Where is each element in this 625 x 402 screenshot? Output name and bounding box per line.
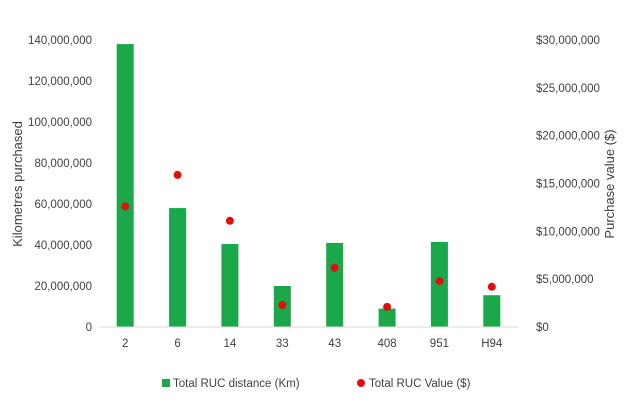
point-33 [278, 301, 287, 309]
bars-layer [116, 44, 501, 327]
y2-tick-label: $0 [536, 322, 549, 334]
point-2 [121, 202, 130, 211]
y2-tick-label: $25,000,000 [536, 83, 600, 95]
y-tick-label: 80,000,000 [34, 158, 92, 170]
point-14 [225, 216, 234, 225]
bar-2 [116, 44, 134, 327]
legend-swatch-bar [162, 379, 170, 387]
legend-swatch-point [357, 379, 365, 387]
legend: Total RUC distance (Km) Total RUC Value … [162, 378, 471, 390]
bar-H94 [483, 295, 501, 327]
y-tick-label: 100,000,000 [28, 117, 92, 129]
x-tick-label: 951 [430, 338, 449, 350]
y2-tick-label: $10,000,000 [536, 226, 600, 238]
legend-label-point: Total RUC Value ($) [369, 378, 471, 390]
point-408 [383, 302, 392, 311]
point-43 [330, 263, 339, 272]
x-tick-label: 14 [224, 338, 237, 350]
point-6 [173, 170, 182, 179]
bar-6 [169, 208, 187, 327]
y2-tick-label: $5,000,000 [536, 274, 594, 286]
y-axis-left-title: Kilometres purchased [10, 121, 25, 247]
x-tick-label: 6 [174, 338, 180, 350]
bar-14 [221, 244, 239, 327]
y2-tick-label: $15,000,000 [536, 179, 600, 191]
x-tick-label: 33 [276, 338, 289, 350]
x-tick-label: 43 [328, 338, 341, 350]
x-tick-label: 408 [378, 338, 397, 350]
point-951 [435, 277, 444, 286]
y-tick-label: 0 [86, 322, 92, 334]
y-tick-label: 40,000,000 [34, 240, 92, 252]
x-axis-ticks: 2 6 14 33 43 408 951 H94 [122, 338, 503, 350]
x-tick-label: 2 [122, 338, 128, 350]
x-tick-label: H94 [481, 338, 503, 350]
points-layer [121, 170, 496, 311]
y-tick-label: 140,000,000 [28, 35, 92, 47]
y-axis-right-title: Purchase value ($) [602, 129, 617, 238]
y2-tick-label: $30,000,000 [536, 35, 600, 47]
legend-label-bar: Total RUC distance (Km) [173, 378, 300, 390]
point-H94 [487, 282, 496, 291]
y-tick-label: 60,000,000 [34, 199, 92, 211]
y-tick-label: 20,000,000 [34, 281, 92, 293]
y-tick-label: 120,000,000 [28, 76, 92, 88]
y2-tick-label: $20,000,000 [536, 131, 600, 143]
bar-408 [378, 308, 396, 327]
y-axis-right-ticks: $0 $5,000,000 $10,000,000 $15,000,000 $20,00… [536, 35, 600, 334]
y-axis-left-ticks: 0 20,000,000 40,000,000 60,000,000 80,000,00… [28, 35, 92, 334]
bar-43 [326, 242, 344, 327]
